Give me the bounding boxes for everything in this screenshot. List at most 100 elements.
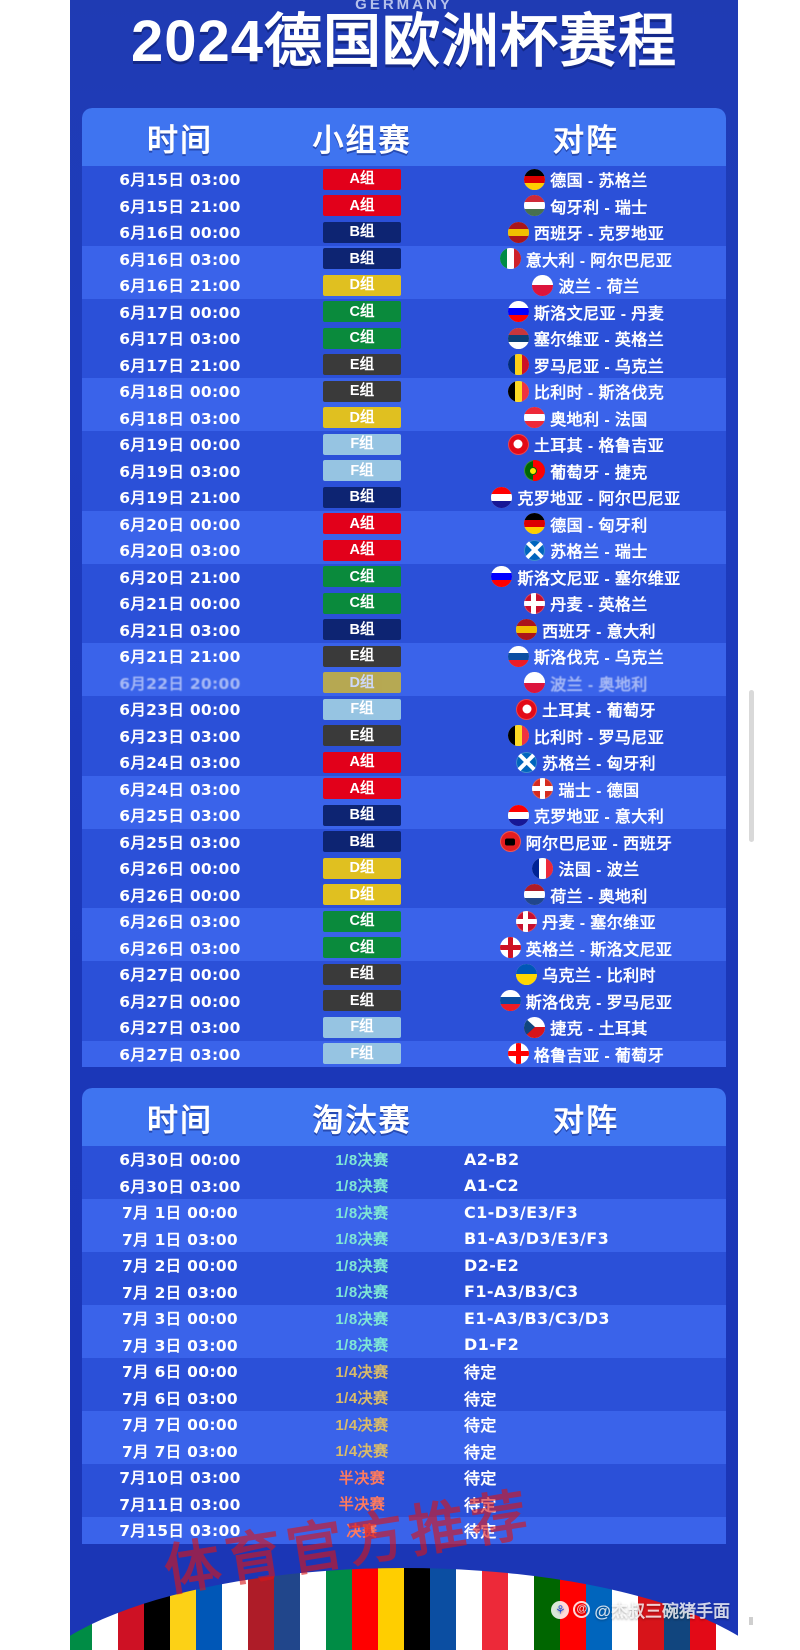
group-match-row[interactable]: 6月16日 00:00 B组 西班牙 - 克罗地亚: [82, 219, 726, 246]
flag-icon: [524, 592, 546, 614]
knockout-stage-cell: 1/4决赛: [278, 1361, 446, 1382]
match-time: 7月 3日 00:00: [121, 1310, 238, 1329]
group-badge-cell: C组: [278, 566, 446, 588]
match-time: 6月17日 21:00: [119, 356, 241, 375]
group-match-row[interactable]: 6月16日 03:00 B组 意大利 - 阿尔巴尼亚: [82, 245, 726, 272]
knockout-match-row[interactable]: 7月 7日 03:00 1/4决赛 待定: [82, 1437, 726, 1464]
bunting-flag-segment: [300, 1568, 326, 1650]
group-match-row[interactable]: 6月17日 03:00 C组 塞尔维亚 - 英格兰: [82, 325, 726, 352]
group-badge: A组: [323, 539, 401, 561]
group-match-row[interactable]: 6月21日 00:00 C组 丹麦 - 英格兰: [82, 590, 726, 617]
knockout-match-row[interactable]: 7月 6日 00:00 1/4决赛 待定: [82, 1358, 726, 1385]
group-badge: B组: [323, 619, 401, 641]
knockout-match-row[interactable]: 7月 7日 00:00 1/4决赛 待定: [82, 1411, 726, 1438]
flag-icon: [524, 195, 546, 217]
group-badge-cell: F组: [278, 460, 446, 482]
group-match-row[interactable]: 6月25日 03:00 B组 阿尔巴尼亚 - 西班牙: [82, 828, 726, 855]
group-match-row[interactable]: 6月16日 21:00 D组 波兰 - 荷兰: [82, 272, 726, 299]
group-match-row[interactable]: 6月23日 03:00 E组 比利时 - 罗马尼亚: [82, 722, 726, 749]
knockout-match-row[interactable]: 7月 3日 03:00 1/8决赛 D1-F2: [82, 1331, 726, 1358]
fixture-teams: 西班牙 - 意大利: [542, 623, 656, 641]
match-fixture-cell: 斯洛文尼亚 - 塞尔维亚: [446, 565, 726, 589]
match-time: 6月23日 00:00: [119, 701, 241, 720]
knockout-match-row[interactable]: 7月 2日 00:00 1/8决赛 D2-E2: [82, 1252, 726, 1279]
group-badge-cell: C组: [278, 937, 446, 959]
knockout-stage-label: 1/8决赛: [335, 1151, 389, 1169]
group-match-row[interactable]: 6月26日 03:00 C组 英格兰 - 斯洛文尼亚: [82, 934, 726, 961]
match-fixture-cell: 比利时 - 罗马尼亚: [446, 724, 726, 748]
knockout-match-row[interactable]: 7月 1日 03:00 1/8决赛 B1-A3/D3/E3/F3: [82, 1225, 726, 1252]
group-match-row[interactable]: 6月19日 00:00 F组 土耳其 - 格鲁吉亚: [82, 431, 726, 458]
bunting-flag-segment: [170, 1568, 196, 1650]
knockout-stage-label: 1/4决赛: [335, 1363, 389, 1381]
group-match-row[interactable]: 6月15日 03:00 A组 德国 - 苏格兰: [82, 166, 726, 193]
group-match-row[interactable]: 6月24日 03:00 A组 苏格兰 - 匈牙利: [82, 749, 726, 776]
knockout-stage-cell: 1/8决赛: [278, 1308, 446, 1329]
knockout-match-row[interactable]: 7月 3日 00:00 1/8决赛 E1-A3/B3/C3/D3: [82, 1305, 726, 1332]
match-time: 6月18日 00:00: [119, 383, 241, 402]
user-handle-watermark: ⚘ @ @杰叔三碗猪手面: [551, 1597, 730, 1622]
fixture-teams: 比利时 - 罗马尼亚: [533, 729, 665, 747]
group-badge: B组: [323, 804, 401, 826]
group-match-row[interactable]: 6月27日 00:00 E组 乌克兰 - 比利时: [82, 961, 726, 988]
knockout-stage-label: 1/8决赛: [335, 1257, 389, 1275]
group-match-row[interactable]: 6月27日 03:00 F组 捷克 - 土耳其: [82, 1014, 726, 1041]
group-table-header: 时间 小组赛 对阵: [82, 108, 726, 166]
group-match-row[interactable]: 6月27日 00:00 E组 斯洛伐克 - 罗马尼亚: [82, 987, 726, 1014]
match-fixture-cell: 葡萄牙 - 捷克: [446, 459, 726, 483]
group-badge: D组: [323, 857, 401, 879]
knockout-match-row[interactable]: 7月11日 03:00 半决赛 待定: [82, 1490, 726, 1517]
group-match-row[interactable]: 6月17日 00:00 C组 斯洛文尼亚 - 丹麦: [82, 298, 726, 325]
group-match-row[interactable]: 6月18日 00:00 E组 比利时 - 斯洛伐克: [82, 378, 726, 405]
group-badge-cell: C组: [278, 592, 446, 614]
group-match-row[interactable]: 6月19日 21:00 B组 克罗地亚 - 阿尔巴尼亚: [82, 484, 726, 511]
group-match-row[interactable]: 6月26日 00:00 D组 法国 - 波兰: [82, 855, 726, 882]
group-badge-cell: E组: [278, 990, 446, 1012]
group-match-row[interactable]: 6月18日 03:00 D组 奥地利 - 法国: [82, 404, 726, 431]
knockout-fixture-cell: E1-A3/B3/C3/D3: [446, 1309, 726, 1328]
match-time: 6月20日 03:00: [119, 542, 241, 561]
group-match-row[interactable]: 6月25日 03:00 B组 克罗地亚 - 意大利: [82, 802, 726, 829]
match-fixture-cell: 西班牙 - 意大利: [446, 618, 726, 642]
knockout-match-row[interactable]: 6月30日 03:00 1/8决赛 A1-C2: [82, 1172, 726, 1199]
match-time: 6月16日 03:00: [119, 250, 241, 269]
group-match-row[interactable]: 6月26日 03:00 C组 丹麦 - 塞尔维亚: [82, 908, 726, 935]
group-match-row[interactable]: 6月26日 00:00 D组 荷兰 - 奥地利: [82, 881, 726, 908]
group-match-row[interactable]: 6月20日 00:00 A组 德国 - 匈牙利: [82, 510, 726, 537]
match-time: 6月19日 03:00: [119, 462, 241, 481]
knockout-match-row[interactable]: 7月 6日 03:00 1/4决赛 待定: [82, 1384, 726, 1411]
fixture-teams: 克罗地亚 - 阿尔巴尼亚: [517, 491, 681, 509]
knockout-match-row[interactable]: 7月15日 03:00 决赛 待定: [82, 1517, 726, 1544]
group-match-row[interactable]: 6月24日 03:00 A组 瑞士 - 德国: [82, 775, 726, 802]
group-badge: C组: [323, 566, 401, 588]
group-badge-cell: D组: [278, 274, 446, 296]
group-match-row[interactable]: 6月27日 03:00 F组 格鲁吉亚 - 葡萄牙: [82, 1040, 726, 1067]
group-match-row[interactable]: 6月21日 21:00 E组 斯洛伐克 - 乌克兰: [82, 643, 726, 670]
flag-icon: [499, 990, 521, 1012]
group-match-row[interactable]: 6月21日 03:00 B组 西班牙 - 意大利: [82, 616, 726, 643]
group-badge: E组: [323, 380, 401, 402]
group-badge-cell: E组: [278, 725, 446, 747]
match-time: 6月26日 03:00: [119, 939, 241, 958]
group-match-row[interactable]: 6月20日 21:00 C组 斯洛文尼亚 - 塞尔维亚: [82, 563, 726, 590]
flag-icon: [507, 354, 529, 376]
group-match-row[interactable]: 6月22日 20:00 D组 波兰 - 奥地利: [82, 669, 726, 696]
group-match-row[interactable]: 6月23日 00:00 F组 土耳其 - 葡萄牙: [82, 696, 726, 723]
group-match-row[interactable]: 6月19日 03:00 F组 葡萄牙 - 捷克: [82, 457, 726, 484]
group-badge-cell: B组: [278, 619, 446, 641]
column-header-match-knockout: 对阵: [553, 1102, 619, 1138]
column-header-match: 对阵: [553, 122, 619, 158]
scrollbar-track-marker[interactable]: [749, 1617, 753, 1625]
match-time: 6月15日 21:00: [119, 197, 241, 216]
match-fixture-cell: 波兰 - 奥地利: [446, 671, 726, 695]
group-match-row[interactable]: 6月15日 21:00 A组 匈牙利 - 瑞士: [82, 192, 726, 219]
knockout-match-row[interactable]: 6月30日 00:00 1/8决赛 A2-B2: [82, 1146, 726, 1173]
match-fixture-cell: 法国 - 波兰: [446, 856, 726, 880]
knockout-match-row[interactable]: 7月 1日 00:00 1/8决赛 C1-D3/E3/F3: [82, 1199, 726, 1226]
group-match-row[interactable]: 6月20日 03:00 A组 苏格兰 - 瑞士: [82, 537, 726, 564]
knockout-match-row[interactable]: 7月 2日 03:00 1/8决赛 F1-A3/B3/C3: [82, 1278, 726, 1305]
group-badge-cell: E组: [278, 963, 446, 985]
vertical-scrollbar-thumb[interactable]: [749, 690, 754, 842]
group-match-row[interactable]: 6月17日 21:00 E组 罗马尼亚 - 乌克兰: [82, 351, 726, 378]
knockout-match-row[interactable]: 7月10日 03:00 半决赛 待定: [82, 1464, 726, 1491]
